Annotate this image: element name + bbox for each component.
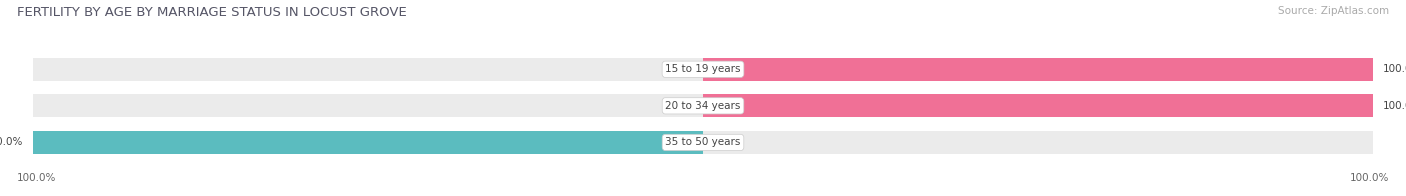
Text: 0.0%: 0.0% [710,137,735,147]
Text: 100.0%: 100.0% [0,137,24,147]
Text: FERTILITY BY AGE BY MARRIAGE STATUS IN LOCUST GROVE: FERTILITY BY AGE BY MARRIAGE STATUS IN L… [17,6,406,19]
Text: 20 to 34 years: 20 to 34 years [665,101,741,111]
Text: 100.0%: 100.0% [1350,173,1389,183]
Text: Source: ZipAtlas.com: Source: ZipAtlas.com [1278,6,1389,16]
Text: 0.0%: 0.0% [671,101,696,111]
Text: 0.0%: 0.0% [671,64,696,74]
Bar [34,131,1372,154]
Bar [34,58,1372,81]
Bar [703,94,1372,117]
Text: 100.0%: 100.0% [17,173,56,183]
Text: 35 to 50 years: 35 to 50 years [665,137,741,147]
Text: 100.0%: 100.0% [1382,101,1406,111]
Bar [34,131,703,154]
Text: 100.0%: 100.0% [1382,64,1406,74]
Text: 15 to 19 years: 15 to 19 years [665,64,741,74]
Bar [703,58,1372,81]
Bar [34,94,1372,117]
